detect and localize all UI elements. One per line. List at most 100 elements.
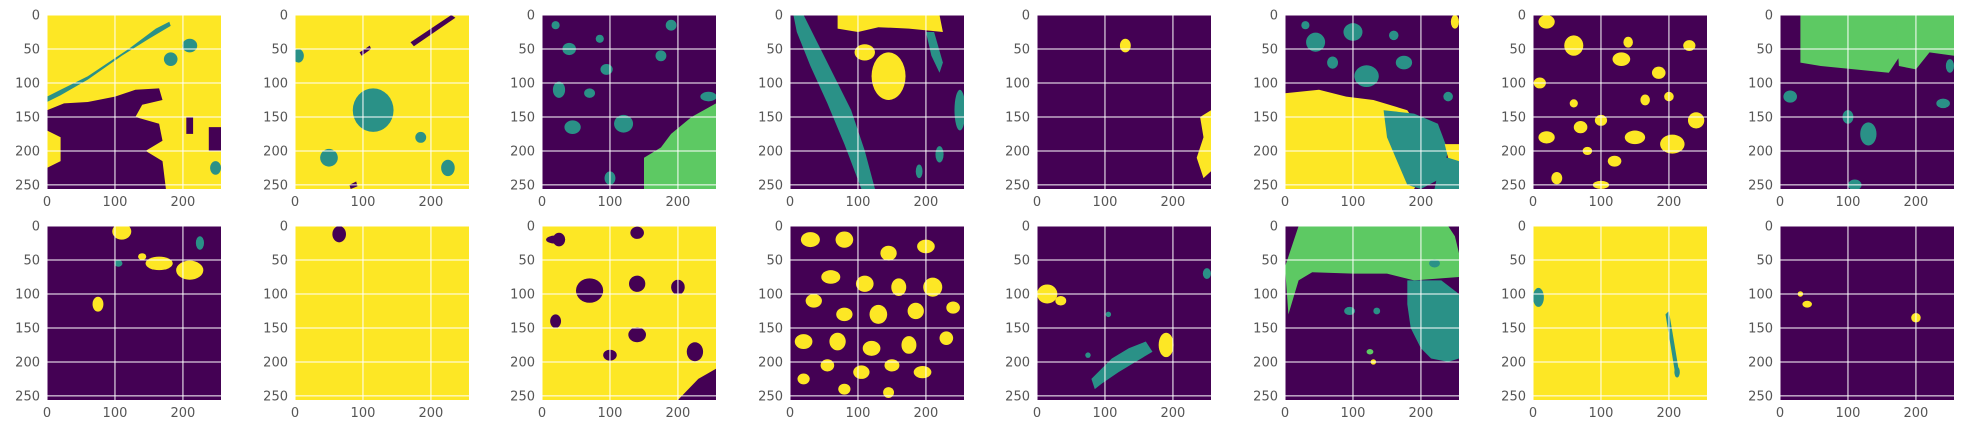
x-tick-label: 200 <box>1904 406 1929 421</box>
y-tick-label: 100 <box>1501 76 1526 91</box>
x-tick-label: 0 <box>786 195 794 210</box>
y-tick-label: 150 <box>758 110 783 125</box>
mask-region <box>1388 30 1399 41</box>
mask-background <box>295 226 469 400</box>
mask-region <box>1936 98 1950 109</box>
y-tick-label: 150 <box>510 321 535 336</box>
mask-region <box>564 120 581 134</box>
mask-region <box>913 366 932 379</box>
y-tick-label: 0 <box>280 9 288 24</box>
mask-region <box>837 15 943 32</box>
mask-region <box>820 359 835 372</box>
mask-region <box>853 365 870 379</box>
x-tick-label: 100 <box>846 406 871 421</box>
mask-region <box>1085 352 1091 358</box>
y-tick-label: 250 <box>1005 178 1030 193</box>
mask-region <box>1434 157 1459 189</box>
x-tick-label: 200 <box>666 406 691 421</box>
mask-region <box>320 148 338 167</box>
mask-region <box>195 236 205 250</box>
mask-panel-7: 0 100 200 0 50 100 150 200 250 <box>1501 9 1707 210</box>
mask-panel-14: 0 100 200 0 50 100 150 200 250 <box>1253 220 1459 421</box>
y-tick-label: 150 <box>15 110 40 125</box>
mask-region <box>1624 130 1646 145</box>
mask-region <box>883 387 894 398</box>
mask-panel-11: 0 100 200 0 50 100 150 200 250 <box>510 220 716 421</box>
y-tick-label: 100 <box>1253 287 1278 302</box>
mask-region <box>1564 35 1584 56</box>
mask-region <box>805 293 822 308</box>
y-tick-label: 250 <box>1253 178 1278 193</box>
mask-region <box>1450 15 1459 29</box>
y-tick-label: 250 <box>1748 389 1773 404</box>
mask-region <box>208 127 221 151</box>
x-tick-label: 200 <box>1161 406 1186 421</box>
mask-region <box>793 15 875 189</box>
y-tick-label: 0 <box>1518 9 1526 24</box>
x-tick-label: 200 <box>914 406 939 421</box>
mask-region <box>1533 287 1544 307</box>
mask-region <box>1551 172 1563 185</box>
y-tick-label: 200 <box>510 355 535 370</box>
mask-region <box>92 296 104 312</box>
mask-region <box>47 88 166 189</box>
y-tick-label: 50 <box>1013 253 1030 268</box>
mask-region <box>1105 311 1112 318</box>
x-tick-label: 100 <box>351 406 376 421</box>
x-tick-label: 100 <box>1341 406 1366 421</box>
mask-region <box>1091 341 1153 390</box>
mask-region <box>332 226 346 243</box>
x-tick-label: 200 <box>1409 406 1434 421</box>
mask-region <box>915 164 923 179</box>
mask-region <box>665 19 677 31</box>
y-tick-label: 200 <box>758 355 783 370</box>
mask-region <box>871 52 906 100</box>
mask-region <box>1612 52 1631 66</box>
mask-region <box>946 301 960 314</box>
y-tick-label: 250 <box>758 389 783 404</box>
mask-region <box>1573 121 1588 134</box>
mask-region <box>821 270 841 284</box>
y-tick-label: 200 <box>510 144 535 159</box>
y-tick-label: 150 <box>1005 110 1030 125</box>
x-tick-label: 200 <box>171 406 196 421</box>
y-tick-label: 50 <box>766 253 783 268</box>
mask-region <box>182 38 198 53</box>
y-tick-label: 150 <box>1748 321 1773 336</box>
y-tick-label: 250 <box>1501 178 1526 193</box>
mask-region <box>1196 110 1211 179</box>
mask-background <box>1533 226 1707 400</box>
mask-background <box>1037 226 1211 400</box>
mask-region <box>1429 259 1440 268</box>
y-tick-label: 0 <box>1270 9 1278 24</box>
mask-region <box>1538 15 1555 29</box>
mask-region <box>1569 99 1578 108</box>
x-tick-label: 0 <box>1281 406 1289 421</box>
mask-region <box>47 21 171 102</box>
mask-region <box>410 15 456 47</box>
y-tick-label: 250 <box>263 178 288 193</box>
x-tick-label: 0 <box>1776 406 1784 421</box>
mask-region <box>1395 55 1413 70</box>
y-tick-label: 0 <box>1022 9 1030 24</box>
x-tick-label: 200 <box>1657 195 1682 210</box>
y-tick-label: 50 <box>1261 42 1278 57</box>
y-tick-label: 100 <box>1748 287 1773 302</box>
mask-region <box>1366 349 1374 355</box>
y-tick-label: 50 <box>271 42 288 57</box>
y-tick-label: 150 <box>758 321 783 336</box>
y-tick-label: 0 <box>1518 220 1526 235</box>
mask-region <box>1640 94 1650 106</box>
y-tick-label: 250 <box>15 178 40 193</box>
mask-region <box>1945 59 1954 73</box>
mask-panel-13: 0 100 200 0 50 100 150 200 250 <box>1005 220 1211 421</box>
x-tick-label: 100 <box>846 195 871 210</box>
mask-panel-1: 0 100 200 0 50 100 150 200 250 <box>15 9 221 210</box>
mask-background <box>1780 226 1954 400</box>
x-tick-label: 200 <box>1161 195 1186 210</box>
mask-region <box>923 277 943 297</box>
y-tick-label: 150 <box>263 321 288 336</box>
y-tick-label: 150 <box>1253 110 1278 125</box>
y-tick-label: 100 <box>758 76 783 91</box>
